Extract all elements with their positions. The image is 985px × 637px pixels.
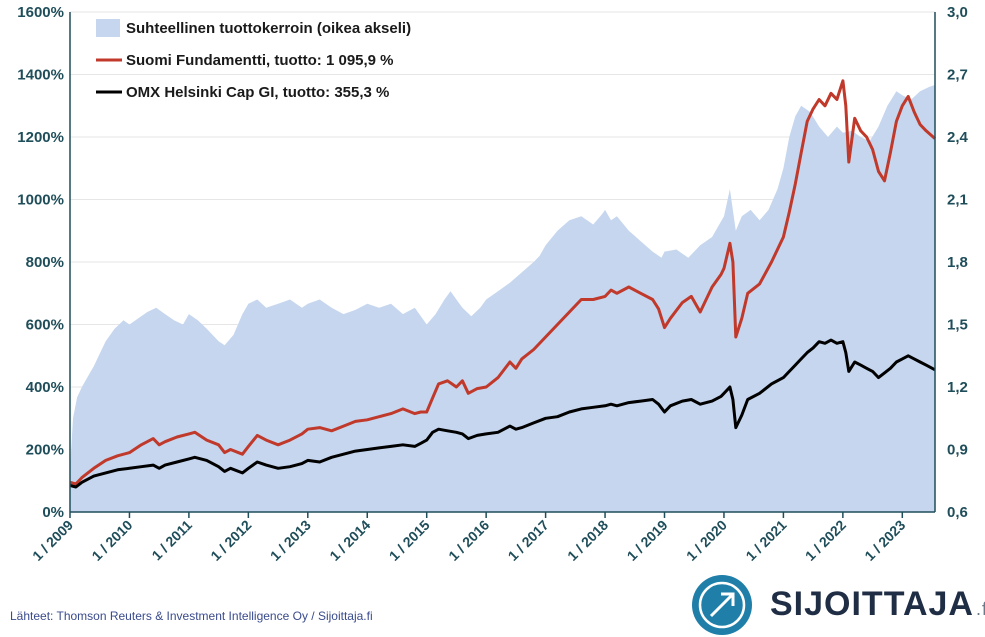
left-tick-label: 200% bbox=[26, 442, 64, 459]
right-tick-label: 0,6 bbox=[947, 504, 968, 521]
legend-swatch-ratio bbox=[96, 19, 120, 37]
x-tick-label: 1 / 2022 bbox=[802, 517, 849, 564]
right-tick-label: 1,8 bbox=[947, 254, 968, 271]
x-tick-label: 1 / 2009 bbox=[29, 517, 76, 564]
x-tick-label: 1 / 2012 bbox=[207, 517, 254, 564]
logo-wordmark: SIJOITTAJA.fi bbox=[770, 585, 985, 624]
left-tick-label: 600% bbox=[26, 317, 64, 334]
x-tick-label: 1 / 2015 bbox=[386, 517, 433, 564]
x-tick-label: 1 / 2013 bbox=[267, 517, 314, 564]
left-tick-label: 1000% bbox=[17, 192, 64, 209]
left-tick-label: 400% bbox=[26, 379, 64, 396]
x-tick-label: 1 / 2010 bbox=[88, 517, 135, 564]
ratio-area bbox=[70, 84, 935, 513]
omx-line bbox=[69, 338, 936, 489]
left-tick-label: 800% bbox=[26, 254, 64, 271]
source-note: Lähteet: Thomson Reuters & Investment In… bbox=[10, 609, 373, 623]
left-tick-label: 1600% bbox=[17, 4, 64, 21]
right-tick-label: 2,4 bbox=[947, 129, 969, 146]
right-tick-label: 1,2 bbox=[947, 379, 968, 396]
right-tick-label: 3,0 bbox=[947, 4, 968, 21]
right-tick-label: 2,7 bbox=[947, 67, 968, 84]
x-tick-label: 1 / 2017 bbox=[505, 517, 552, 564]
legend-label-fund: Suomi Fundamentti, tuotto: 1 095,9 % bbox=[126, 52, 394, 69]
x-tick-label: 1 / 2021 bbox=[742, 517, 789, 564]
x-tick-label: 1 / 2020 bbox=[683, 517, 730, 564]
x-tick-label: 1 / 2023 bbox=[861, 517, 908, 564]
left-tick-label: 1400% bbox=[17, 67, 64, 84]
legend-label-omx: OMX Helsinki Cap GI, tuotto: 355,3 % bbox=[126, 84, 389, 101]
x-tick-label: 1 / 2018 bbox=[564, 517, 611, 564]
legend-label-ratio: Suhteellinen tuottokerroin (oikea akseli… bbox=[126, 20, 411, 37]
x-tick-label: 1 / 2011 bbox=[148, 517, 195, 564]
ratio-area-layer bbox=[70, 84, 935, 513]
left-tick-label: 1200% bbox=[17, 129, 64, 146]
legend: Suhteellinen tuottokerroin (oikea akseli… bbox=[96, 19, 411, 101]
logo-text: SIJOITTAJA bbox=[770, 585, 974, 623]
x-tick-label: 1 / 2014 bbox=[326, 517, 373, 564]
x-tick-label: 1 / 2016 bbox=[445, 517, 492, 564]
series-lines bbox=[69, 79, 936, 489]
x-tick-label: 1 / 2019 bbox=[624, 517, 671, 564]
sijoittaja-logo-icon bbox=[692, 575, 752, 635]
logo-suffix: .fi bbox=[975, 599, 985, 619]
right-tick-label: 0,9 bbox=[947, 442, 968, 459]
fund-line bbox=[69, 79, 936, 486]
left-tick-label: 0% bbox=[42, 504, 64, 521]
right-tick-label: 1,5 bbox=[947, 317, 968, 334]
right-tick-label: 2,1 bbox=[947, 192, 968, 209]
